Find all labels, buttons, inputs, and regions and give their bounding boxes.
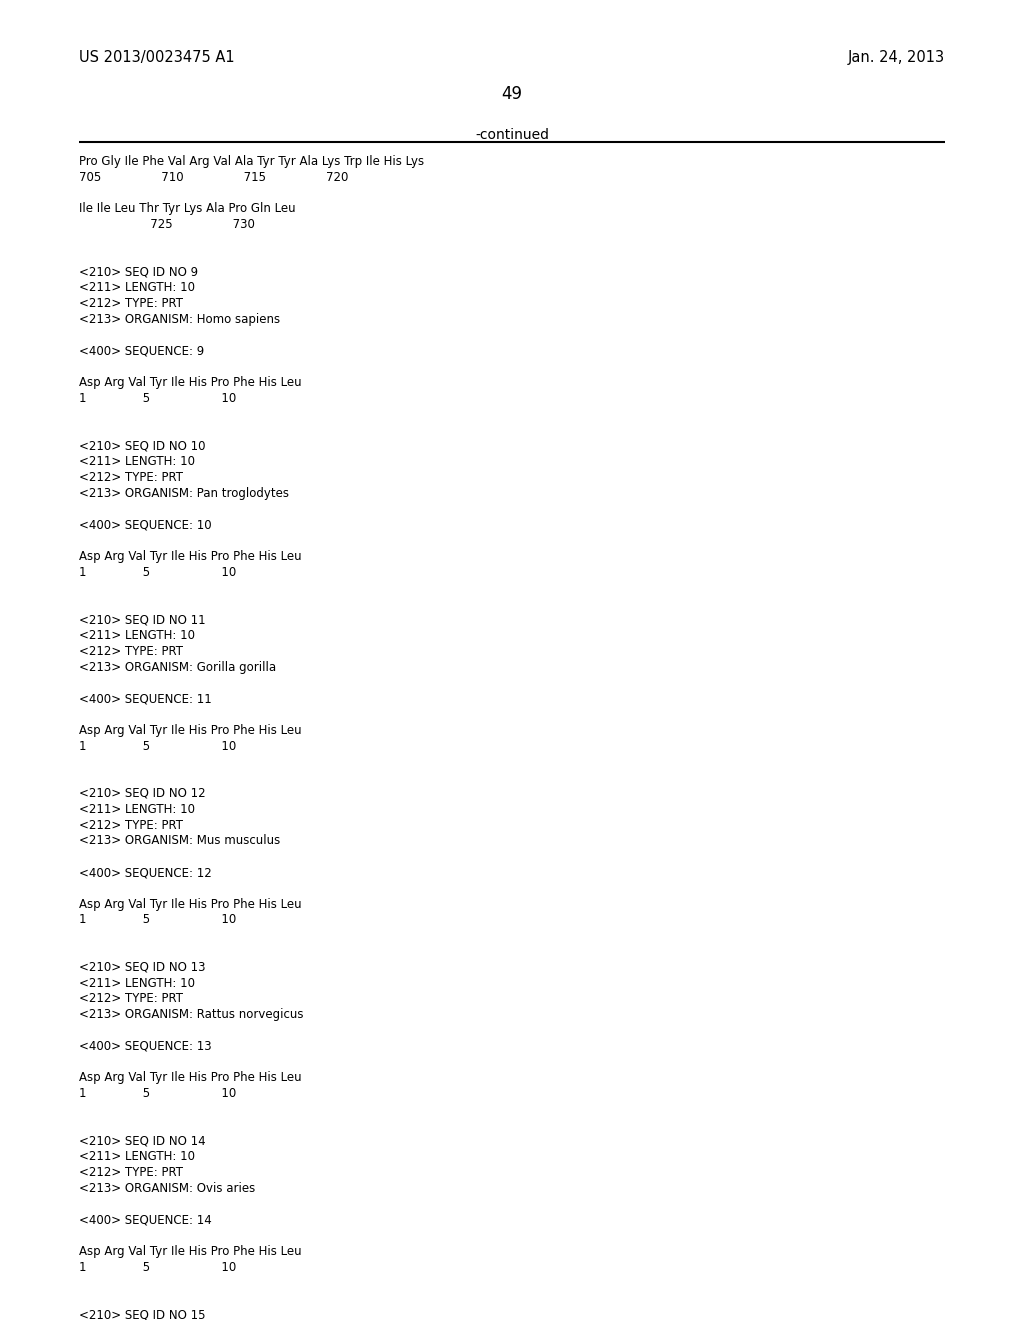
Text: 705                710                715                720: 705 710 715 720 <box>79 170 348 183</box>
Text: <213> ORGANISM: Ovis aries: <213> ORGANISM: Ovis aries <box>79 1181 255 1195</box>
Text: US 2013/0023475 A1: US 2013/0023475 A1 <box>79 50 234 65</box>
Text: <210> SEQ ID NO 12: <210> SEQ ID NO 12 <box>79 787 206 800</box>
Text: Asp Arg Val Tyr Ile His Pro Phe His Leu: Asp Arg Val Tyr Ile His Pro Phe His Leu <box>79 723 301 737</box>
Text: 49: 49 <box>502 84 522 103</box>
Text: 725                730: 725 730 <box>79 218 255 231</box>
Text: <400> SEQUENCE: 12: <400> SEQUENCE: 12 <box>79 866 212 879</box>
Text: <210> SEQ ID NO 13: <210> SEQ ID NO 13 <box>79 961 206 974</box>
Text: <213> ORGANISM: Homo sapiens: <213> ORGANISM: Homo sapiens <box>79 313 280 326</box>
Text: <210> SEQ ID NO 9: <210> SEQ ID NO 9 <box>79 265 198 279</box>
Text: <212> TYPE: PRT: <212> TYPE: PRT <box>79 993 183 1006</box>
Text: Pro Gly Ile Phe Val Arg Val Ala Tyr Tyr Ala Lys Trp Ile His Lys: Pro Gly Ile Phe Val Arg Val Ala Tyr Tyr … <box>79 154 424 168</box>
Text: Asp Arg Val Tyr Ile His Pro Phe His Leu: Asp Arg Val Tyr Ile His Pro Phe His Leu <box>79 550 301 564</box>
Text: <400> SEQUENCE: 9: <400> SEQUENCE: 9 <box>79 345 204 358</box>
Text: <212> TYPE: PRT: <212> TYPE: PRT <box>79 471 183 484</box>
Text: 1               5                   10: 1 5 10 <box>79 1261 237 1274</box>
Text: <212> TYPE: PRT: <212> TYPE: PRT <box>79 1166 183 1179</box>
Text: <211> LENGTH: 10: <211> LENGTH: 10 <box>79 803 195 816</box>
Text: 1               5                   10: 1 5 10 <box>79 913 237 927</box>
Text: <213> ORGANISM: Gorilla gorilla: <213> ORGANISM: Gorilla gorilla <box>79 660 276 673</box>
Text: <211> LENGTH: 10: <211> LENGTH: 10 <box>79 455 195 469</box>
Text: <400> SEQUENCE: 14: <400> SEQUENCE: 14 <box>79 1213 212 1226</box>
Text: <210> SEQ ID NO 14: <210> SEQ ID NO 14 <box>79 1135 206 1147</box>
Text: <212> TYPE: PRT: <212> TYPE: PRT <box>79 297 183 310</box>
Text: Asp Arg Val Tyr Ile His Pro Phe His Leu: Asp Arg Val Tyr Ile His Pro Phe His Leu <box>79 898 301 911</box>
Text: <210> SEQ ID NO 11: <210> SEQ ID NO 11 <box>79 614 206 626</box>
Text: <211> LENGTH: 10: <211> LENGTH: 10 <box>79 977 195 990</box>
Text: 1               5                   10: 1 5 10 <box>79 566 237 578</box>
Text: <211> LENGTH: 10: <211> LENGTH: 10 <box>79 630 195 642</box>
Text: <213> ORGANISM: Mus musculus: <213> ORGANISM: Mus musculus <box>79 834 281 847</box>
Text: <212> TYPE: PRT: <212> TYPE: PRT <box>79 818 183 832</box>
Text: <400> SEQUENCE: 11: <400> SEQUENCE: 11 <box>79 692 212 705</box>
Text: Jan. 24, 2013: Jan. 24, 2013 <box>848 50 945 65</box>
Text: <213> ORGANISM: Pan troglodytes: <213> ORGANISM: Pan troglodytes <box>79 487 289 500</box>
Text: <400> SEQUENCE: 13: <400> SEQUENCE: 13 <box>79 1040 212 1053</box>
Text: <400> SEQUENCE: 10: <400> SEQUENCE: 10 <box>79 519 212 532</box>
Text: Asp Arg Val Tyr Ile His Pro Phe His Leu: Asp Arg Val Tyr Ile His Pro Phe His Leu <box>79 1245 301 1258</box>
Text: 1               5                   10: 1 5 10 <box>79 739 237 752</box>
Text: Ile Ile Leu Thr Tyr Lys Ala Pro Gln Leu: Ile Ile Leu Thr Tyr Lys Ala Pro Gln Leu <box>79 202 296 215</box>
Text: Asp Arg Val Tyr Ile His Pro Phe His Leu: Asp Arg Val Tyr Ile His Pro Phe His Leu <box>79 1072 301 1085</box>
Text: <210> SEQ ID NO 10: <210> SEQ ID NO 10 <box>79 440 206 453</box>
Text: <211> LENGTH: 10: <211> LENGTH: 10 <box>79 1151 195 1163</box>
Text: Asp Arg Val Tyr Ile His Pro Phe His Leu: Asp Arg Val Tyr Ile His Pro Phe His Leu <box>79 376 301 389</box>
Text: <212> TYPE: PRT: <212> TYPE: PRT <box>79 644 183 657</box>
Text: 1               5                   10: 1 5 10 <box>79 1088 237 1100</box>
Text: 1               5                   10: 1 5 10 <box>79 392 237 405</box>
Text: <211> LENGTH: 10: <211> LENGTH: 10 <box>79 281 195 294</box>
Text: -continued: -continued <box>475 128 549 143</box>
Text: <210> SEQ ID NO 15: <210> SEQ ID NO 15 <box>79 1308 206 1320</box>
Text: <213> ORGANISM: Rattus norvegicus: <213> ORGANISM: Rattus norvegicus <box>79 1008 303 1022</box>
